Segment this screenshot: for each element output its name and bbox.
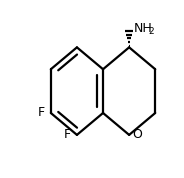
Text: F: F bbox=[37, 106, 44, 119]
Text: O: O bbox=[132, 128, 142, 141]
Text: NH: NH bbox=[133, 22, 152, 35]
Text: F: F bbox=[63, 128, 70, 141]
Text: 2: 2 bbox=[148, 27, 154, 36]
